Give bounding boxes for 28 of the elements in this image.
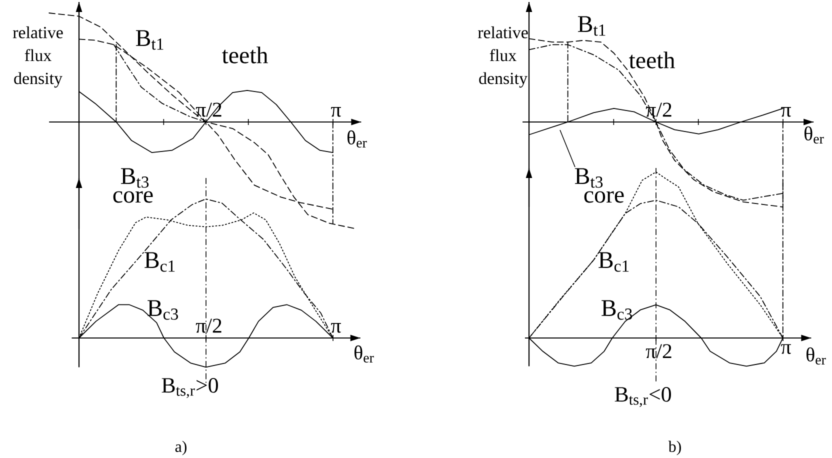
text: B$_{ts,r}$>0 — [162, 378, 218, 398]
x-tick-label: π — [331, 322, 341, 333]
text: b) — [668, 440, 681, 456]
series-label: B$_{c3}$ — [602, 300, 632, 320]
x-axis-title: θ$_{er}$ — [354, 345, 374, 363]
legend-label: B$_{t3}$ — [574, 168, 603, 188]
x-tick-label: π — [331, 106, 341, 117]
y-axis-title: relative flux density — [478, 26, 528, 88]
series-label: B$_{c1}$ — [598, 252, 629, 272]
text: a) — [175, 440, 186, 456]
x-axis-title: θ$_{er}$ — [348, 130, 367, 148]
annotation: core — [584, 191, 624, 203]
series-label: B$_{c1}$ — [144, 252, 175, 272]
series-label: B$_{t1}$ — [136, 30, 164, 50]
x-axis-title: θ$_{er}$ — [806, 347, 826, 365]
text: B$_{ts,r}$<0 — [614, 386, 671, 408]
x-tick-label: π — [781, 344, 791, 354]
series-label: B$_{t1}$ — [578, 16, 606, 36]
annotation: teeth — [222, 46, 268, 64]
annotation: teeth — [629, 52, 675, 68]
y-axis-title: relative flux density — [12, 26, 63, 88]
x-axis-title: θ$_{er}$ — [804, 126, 824, 144]
x-tick-label: π/2 — [196, 318, 222, 333]
x-tick-label: π — [781, 106, 791, 117]
series-label: B$_{c3}$ — [148, 300, 178, 320]
series-label: B$_{t3}$ — [120, 168, 149, 188]
x-tick-label: π/2 — [646, 344, 672, 358]
annotation: core — [113, 191, 153, 203]
